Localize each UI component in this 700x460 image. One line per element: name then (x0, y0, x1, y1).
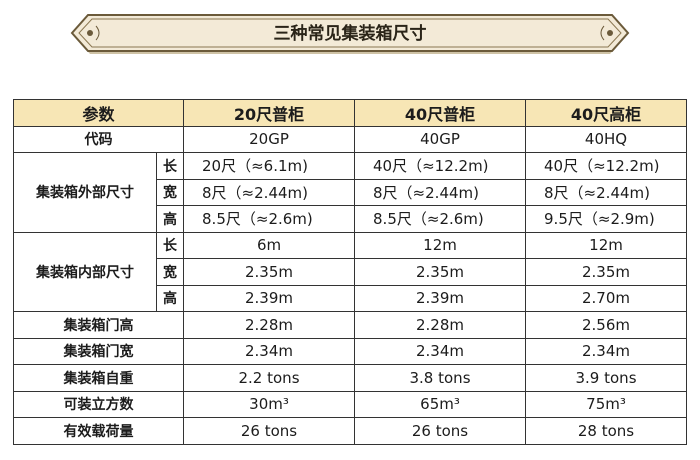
sub-label: 高 (155, 205, 185, 233)
cell: 40尺（≈12.2m) (354, 152, 527, 180)
sub-label: 长 (155, 152, 185, 180)
cell: 8尺（≈2.44m) (183, 178, 356, 206)
cell: 26 tons (183, 417, 356, 445)
table-row: 高 8.5尺（≈2.6m) 8.5尺（≈2.6m) 9.5尺（≈2.9m) (14, 205, 688, 233)
table-header-row: 参数 20尺普柜 40尺普柜 40尺高柜 (12, 99, 688, 127)
cell: 20尺（≈6.1m) (183, 152, 356, 180)
cell: 2.56m (525, 311, 688, 339)
cell: 2.35m (354, 258, 527, 286)
cell: 8.5尺（≈2.6m) (354, 205, 527, 233)
cell: 75m³ (525, 390, 688, 418)
cell: 2.34m (525, 337, 688, 365)
table-row: 可装立方数 30m³ 65m³ 75m³ (12, 390, 688, 418)
cell: 2.35m (183, 258, 356, 286)
cell: 2.39m (183, 284, 356, 312)
table-row: 集装箱内部尺寸 长 6m 12m 12m (13, 231, 688, 312)
banner-frame (70, 14, 630, 54)
row-label-outer: 集装箱外部尺寸 (13, 152, 157, 233)
cell: 2.2 tons (183, 364, 356, 392)
cell: 2.34m (354, 337, 527, 365)
table-row: 高 2.39m 2.39m 2.70m (14, 284, 688, 312)
row-label-door-width: 集装箱门宽 (12, 337, 185, 365)
table-row: 集装箱外部尺寸 长 20尺（≈6.1m) 40尺（≈12.2m) 40尺（≈12… (13, 152, 688, 233)
table-row: 集装箱门宽 2.34m 2.34m 2.34m (12, 337, 688, 365)
cell: 2.34m (183, 337, 356, 365)
cell: 26 tons (354, 417, 527, 445)
cell: 2.70m (525, 284, 688, 312)
cell: 20GP (183, 125, 356, 153)
sub-label: 宽 (155, 178, 185, 206)
cell: 3.9 tons (525, 364, 688, 392)
cell: 2.28m (354, 311, 527, 339)
sub-label: 长 (155, 231, 185, 259)
table-row: 集装箱门高 2.28m 2.28m 2.56m (12, 311, 688, 339)
cell: 28 tons (525, 417, 688, 445)
sub-label: 宽 (155, 258, 185, 286)
header-param: 参数 (12, 99, 185, 127)
row-label-payload: 有效载荷量 (12, 417, 185, 445)
page-title: 三种常见集装箱尺寸 (273, 24, 427, 44)
cell: 2.28m (183, 311, 356, 339)
table-row: 有效载荷量 26 tons 26 tons 28 tons (12, 417, 688, 445)
cell: 12m (525, 231, 688, 259)
cell: 12m (354, 231, 527, 259)
table-row: 集装箱自重 2.2 tons 3.8 tons 3.9 tons (12, 364, 688, 392)
cell: 2.39m (354, 284, 527, 312)
container-spec-table: 参数 20尺普柜 40尺普柜 40尺高柜 代码 20GP 40GP 40HQ 集… (12, 99, 688, 445)
header-40hq: 40尺高柜 (525, 99, 688, 127)
cell: 65m³ (354, 390, 527, 418)
row-label-inner: 集装箱内部尺寸 (13, 231, 157, 312)
cell: 8.5尺（≈2.6m) (183, 205, 356, 233)
cell: 9.5尺（≈2.9m) (525, 205, 688, 233)
cell: 2.35m (525, 258, 688, 286)
cell: 40HQ (525, 125, 688, 153)
header-40gp: 40尺普柜 (354, 99, 527, 127)
sub-label: 高 (155, 284, 185, 312)
cell: 8尺（≈2.44m) (354, 178, 527, 206)
cell: 8尺（≈2.44m) (525, 178, 688, 206)
table-row: 宽 2.35m 2.35m 2.35m (14, 258, 688, 286)
header-20gp: 20尺普柜 (183, 99, 356, 127)
row-label-code: 代码 (12, 125, 185, 153)
cell: 3.8 tons (354, 364, 527, 392)
cell: 6m (183, 231, 356, 259)
title-banner: 三种常见集装箱尺寸 (70, 12, 630, 56)
row-label-door-height: 集装箱门高 (12, 311, 185, 339)
cell: 40GP (354, 125, 527, 153)
row-label-tare: 集装箱自重 (12, 364, 185, 392)
cell: 40尺（≈12.2m) (525, 152, 688, 180)
table-row: 代码 20GP 40GP 40HQ (12, 125, 688, 153)
table-row: 宽 8尺（≈2.44m) 8尺（≈2.44m) 8尺（≈2.44m) (14, 178, 688, 206)
cell: 30m³ (183, 390, 356, 418)
row-label-volume: 可装立方数 (12, 390, 185, 418)
